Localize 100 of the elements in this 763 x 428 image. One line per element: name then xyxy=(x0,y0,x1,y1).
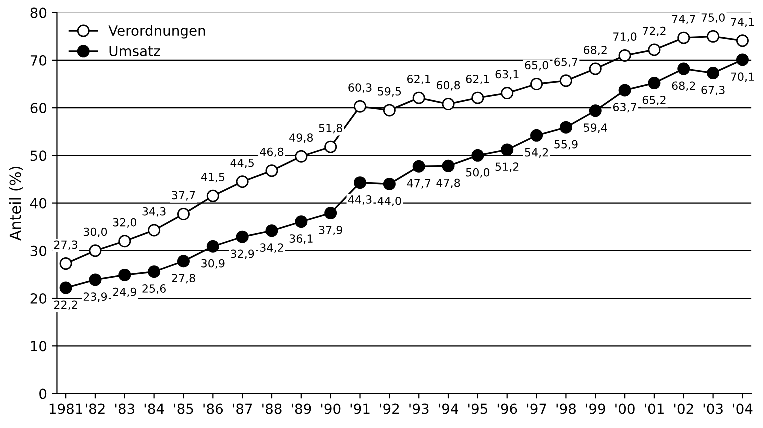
y-tick-label: 40 xyxy=(30,198,47,209)
data-label: 44,5 xyxy=(230,158,254,168)
data-label: 72,2 xyxy=(643,26,666,36)
point xyxy=(501,144,514,156)
point xyxy=(560,121,572,134)
point xyxy=(678,32,690,44)
x-tick-label: '94 xyxy=(439,404,458,414)
point xyxy=(354,100,367,113)
data-label: 65,0 xyxy=(525,61,548,71)
data-label: 51,8 xyxy=(319,124,342,134)
y-axis-title: Anteil (%) xyxy=(9,166,24,241)
data-label: 71,0 xyxy=(614,32,637,42)
point xyxy=(589,104,602,118)
x-tick-label: '83 xyxy=(115,404,135,414)
point xyxy=(412,92,426,104)
y-tick-label: 10 xyxy=(31,341,47,352)
point xyxy=(648,44,661,56)
data-label: 74,7 xyxy=(672,15,696,25)
x-tick-label: '88 xyxy=(262,404,282,414)
point xyxy=(618,49,632,62)
data-label: 30,0 xyxy=(84,228,108,238)
data-label: 46,8 xyxy=(260,148,284,158)
data-label: 44,3 xyxy=(348,196,372,206)
data-label: 68,2 xyxy=(584,46,607,56)
x-tick-label: '00 xyxy=(616,404,635,414)
point xyxy=(118,235,132,248)
x-tick-label: '90 xyxy=(321,404,341,414)
data-label: 70,1 xyxy=(731,72,754,82)
point xyxy=(60,258,72,270)
point xyxy=(206,190,220,202)
data-label: 60,8 xyxy=(436,81,460,91)
point xyxy=(295,216,308,228)
data-label: 47,7 xyxy=(407,179,431,189)
legend-label: Verordnungen xyxy=(108,25,206,39)
x-tick-label: '86 xyxy=(204,404,224,414)
x-tick-label: '84 xyxy=(144,404,164,414)
point xyxy=(324,207,338,220)
point xyxy=(118,268,132,282)
point xyxy=(266,164,278,178)
point xyxy=(148,266,161,278)
y-tick-label: 70 xyxy=(30,55,47,66)
point xyxy=(736,54,749,66)
data-label: 60,3 xyxy=(348,84,372,94)
data-label: 65,2 xyxy=(642,96,666,106)
point xyxy=(206,240,220,253)
data-label: 68,2 xyxy=(672,82,696,92)
point xyxy=(354,176,367,190)
data-label: 25,6 xyxy=(142,284,166,294)
data-label: 59,4 xyxy=(584,124,608,134)
data-label: 55,9 xyxy=(554,140,578,150)
point xyxy=(383,104,396,117)
point xyxy=(442,160,455,172)
y-tick-label: 60 xyxy=(30,103,47,114)
x-tick-label: '91 xyxy=(350,404,370,414)
y-tick-label: 0 xyxy=(40,388,47,400)
point xyxy=(89,244,102,258)
point xyxy=(472,92,484,104)
data-label: 37,7 xyxy=(172,191,196,201)
data-label: 63,7 xyxy=(613,103,636,113)
y-tick-label: 50 xyxy=(30,150,47,162)
point xyxy=(148,224,161,237)
data-label: 50,0 xyxy=(466,168,490,178)
data-label: 74,1 xyxy=(731,18,754,28)
data-label: 32,9 xyxy=(231,250,254,260)
x-tick-label: '89 xyxy=(292,404,312,414)
point xyxy=(707,67,720,80)
data-label: 62,1 xyxy=(408,75,430,85)
point xyxy=(383,178,396,191)
point xyxy=(530,129,544,142)
data-label: 34,3 xyxy=(142,207,166,217)
point xyxy=(236,176,249,188)
point xyxy=(736,34,749,48)
data-label: 27,3 xyxy=(54,240,78,250)
point xyxy=(177,208,190,220)
x-tick-label: '95 xyxy=(468,404,488,414)
x-tick-label: '03 xyxy=(704,404,723,414)
data-label: 27,8 xyxy=(172,274,196,284)
point xyxy=(501,87,514,100)
data-label: 23,9 xyxy=(84,292,108,302)
data-label: 34,2 xyxy=(260,244,284,254)
data-label: 59,5 xyxy=(378,87,402,97)
point xyxy=(412,160,426,173)
data-label: 47,8 xyxy=(436,178,460,188)
point xyxy=(589,62,602,76)
data-label: 51,2 xyxy=(496,162,519,172)
data-label: 75,0 xyxy=(702,14,725,24)
y-tick-label: 20 xyxy=(30,294,47,304)
data-label: 30,9 xyxy=(202,259,225,269)
point xyxy=(324,140,338,154)
data-label: 44,0 xyxy=(378,196,402,206)
data-label: 36,1 xyxy=(290,234,313,244)
point xyxy=(707,30,720,43)
point xyxy=(442,98,455,111)
x-tick-label: '96 xyxy=(498,404,518,414)
data-label: 24,9 xyxy=(113,288,136,298)
point xyxy=(678,62,690,76)
point xyxy=(60,282,72,294)
point xyxy=(530,78,544,91)
x-tick-label: '93 xyxy=(410,404,429,414)
legend-label: Umsatz xyxy=(110,46,160,56)
